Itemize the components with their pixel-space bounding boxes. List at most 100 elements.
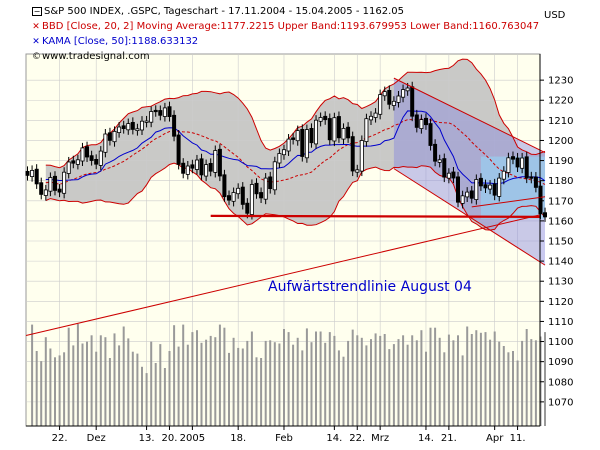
volume-bar [131, 351, 134, 426]
candle-body [492, 183, 497, 196]
candle-body [121, 125, 126, 130]
candle-body [520, 157, 525, 169]
candle-body [226, 195, 231, 201]
candle-body [506, 157, 511, 173]
volume-bar [228, 352, 230, 426]
x-tick-label: 14. [326, 433, 342, 444]
volume-bar [145, 373, 148, 426]
candle-body [204, 164, 209, 177]
candle-body [318, 117, 323, 122]
lower-band-line [45, 162, 546, 231]
volume-bar [296, 337, 299, 426]
volume-bar [379, 335, 382, 426]
band-fill [45, 59, 546, 231]
y-tick-label: 1110 [548, 317, 573, 328]
candle-body [442, 158, 447, 178]
volume-bar [200, 342, 203, 426]
candle-body [107, 132, 112, 141]
candle-body [231, 192, 236, 202]
y-tick-label: 1180 [548, 176, 573, 187]
y-axis: 1070 1080 1090 1100 1110 1120 1130 1140 1150 1160… [539, 54, 573, 426]
volume-bar [223, 327, 226, 426]
candle-body [98, 150, 103, 166]
candle-body [428, 123, 433, 146]
candle-body [359, 140, 364, 172]
candle-body [387, 90, 392, 105]
volume-bar [58, 355, 61, 426]
candle-body [336, 116, 341, 139]
x-tick-label: Feb [275, 433, 293, 444]
candle-body [488, 184, 493, 190]
collapse-icon[interactable]: − [32, 7, 42, 16]
x-tick-label: 21. [441, 433, 457, 444]
candle-body [85, 146, 90, 158]
volume-bar [493, 331, 496, 426]
candle-body [176, 134, 181, 165]
candle-body [465, 191, 470, 198]
volume-bar [86, 341, 88, 426]
candle-body [323, 115, 328, 121]
volume-bar [108, 358, 111, 426]
upper-band-line [45, 58, 546, 169]
volume-bar [241, 348, 244, 426]
volume-bar [516, 360, 519, 426]
candle-body [249, 184, 254, 215]
candle-body [382, 91, 387, 97]
volume-bar [40, 361, 43, 426]
candle-body [158, 110, 163, 116]
volume-bar [534, 340, 537, 426]
y-tick-label: 1210 [548, 116, 573, 127]
volume-bars [31, 323, 546, 426]
volume-bar [525, 329, 528, 426]
y-tick-label: 1130 [548, 277, 573, 288]
volume-bar [168, 351, 171, 426]
candle-body [135, 128, 140, 132]
y-tick-label: 1200 [548, 136, 573, 147]
candle-body [378, 94, 383, 115]
candlesticks [25, 81, 548, 222]
volume-bar [406, 344, 409, 426]
source-label: www.tradesignal.com [42, 51, 150, 62]
volume-bar [447, 334, 450, 426]
volume-bar [72, 345, 75, 426]
candle-body [53, 175, 58, 191]
candle-body [469, 190, 474, 199]
volume-bar [264, 340, 267, 426]
trendlines [25, 77, 546, 337]
candle-body [327, 118, 332, 141]
candle-body [433, 143, 438, 162]
volume-bar [31, 324, 34, 426]
volume-bar [154, 363, 157, 426]
volume-bar [544, 332, 546, 426]
candle-body [309, 127, 314, 144]
volume-bar [457, 335, 459, 426]
volume-bar [177, 346, 180, 426]
volume-bar [214, 337, 217, 426]
volume-bar [278, 343, 281, 426]
candle-body [94, 158, 99, 165]
candle-body [149, 111, 154, 123]
candle-body [222, 174, 227, 198]
volume-bar [49, 348, 52, 426]
volume-bar [337, 350, 340, 426]
volume-bar [360, 337, 363, 426]
x-tick-label: 11. [510, 433, 526, 444]
bbd-marker-icon[interactable]: ✕ [32, 22, 40, 32]
volume-bar [90, 335, 93, 426]
kama-label: KAMA [Close, 50]:1188.633132 [42, 36, 199, 47]
volume-bar [76, 323, 79, 426]
candle-body [346, 126, 351, 139]
y-tick-label: 1190 [548, 156, 573, 167]
x-tick-label: 2005 [180, 433, 205, 444]
kama-line [45, 110, 546, 185]
volume-bar [507, 352, 510, 426]
kama-marker-icon[interactable]: ✕ [32, 37, 40, 47]
volume-bar [150, 341, 153, 426]
candle-body [213, 150, 218, 173]
candle-body [437, 159, 442, 163]
x-tick-label: 18. [230, 433, 246, 444]
candle-body [144, 120, 149, 123]
header-copyright-row: ©www.tradesignal.com [32, 51, 150, 62]
candle-body [181, 162, 186, 174]
currency-label: USD [544, 10, 566, 21]
